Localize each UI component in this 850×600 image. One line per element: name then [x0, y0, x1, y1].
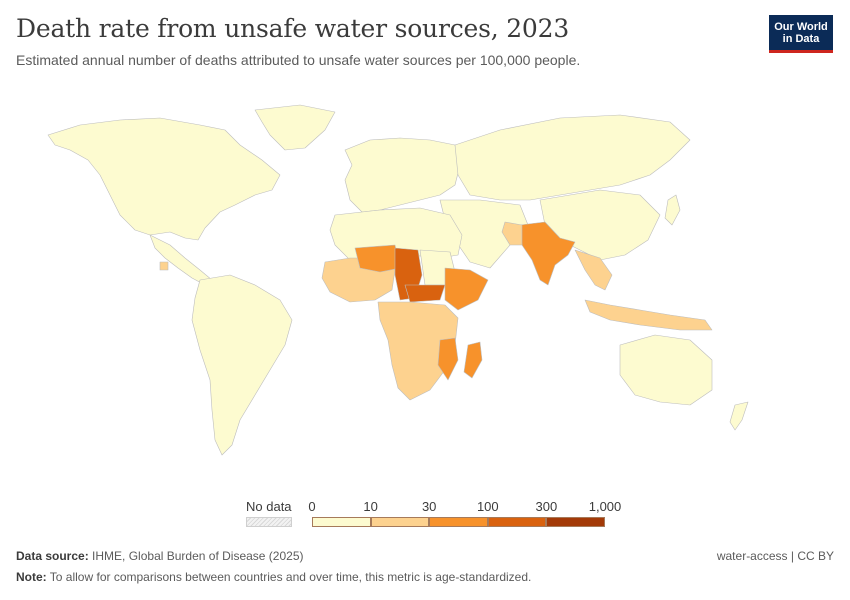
region-new-zealand — [729, 401, 749, 431]
footer-note: Note: To allow for comparisons between c… — [16, 570, 531, 584]
region-south-sudan — [404, 284, 446, 303]
region-southeast-asia — [574, 249, 613, 291]
chart-title: Death rate from unsafe water sources, 20… — [16, 14, 570, 43]
world-map[interactable] — [0, 95, 850, 485]
region-mozambique — [437, 337, 459, 381]
footer-source: Data source: IHME, Global Burden of Dise… — [16, 549, 303, 563]
legend-tick-2: 30 — [421, 499, 437, 514]
legend-tick-0: 0 — [308, 499, 316, 514]
region-europe — [344, 137, 461, 213]
region-north-asia — [454, 114, 691, 201]
chart-subtitle: Estimated annual number of deaths attrib… — [16, 52, 581, 68]
logo-line-2: in Data — [782, 33, 820, 45]
legend-bin-2[interactable] — [429, 517, 488, 527]
region-australia — [619, 334, 713, 406]
logo-line-1: Our World — [774, 21, 828, 33]
region-madagascar — [463, 341, 483, 379]
footer-license[interactable]: water-access | CC BY — [716, 549, 834, 563]
map-legend: No data 0 10 30 100 300 1,000 — [0, 494, 850, 534]
region-mali-niger — [354, 244, 401, 273]
footer-note-label: Note: — [16, 570, 47, 584]
region-pakistan — [501, 221, 523, 246]
legend-tick-4: 300 — [535, 499, 558, 514]
region-horn-of-africa — [444, 267, 489, 311]
legend-tick-1: 10 — [363, 499, 378, 514]
legend-bin-3[interactable] — [487, 517, 547, 527]
region-south-america — [191, 274, 293, 456]
region-central-america — [149, 234, 213, 286]
footer-source-label: Data source: — [16, 549, 89, 563]
legend-bin-4[interactable] — [546, 517, 605, 527]
legend-bin-1[interactable] — [370, 517, 430, 527]
region-guatemala — [159, 261, 169, 271]
region-central-africa — [377, 301, 459, 401]
legend-no-data-label: No data — [246, 499, 292, 514]
region-greenland — [254, 104, 336, 151]
region-japan — [664, 194, 681, 226]
legend-no-data-swatch — [246, 517, 292, 527]
region-north-america — [47, 117, 281, 241]
footer-note-text: To allow for comparisons between countri… — [49, 570, 532, 584]
region-indonesia — [584, 299, 713, 331]
region-india — [519, 221, 576, 286]
legend-tick-3: 100 — [476, 499, 499, 514]
footer-source-text[interactable]: IHME, Global Burden of Disease (2025) — [92, 549, 304, 563]
legend-bin-0[interactable] — [312, 517, 371, 527]
owid-logo[interactable]: Our World in Data — [769, 15, 833, 53]
legend-tick-5: 1,000 — [588, 499, 622, 514]
